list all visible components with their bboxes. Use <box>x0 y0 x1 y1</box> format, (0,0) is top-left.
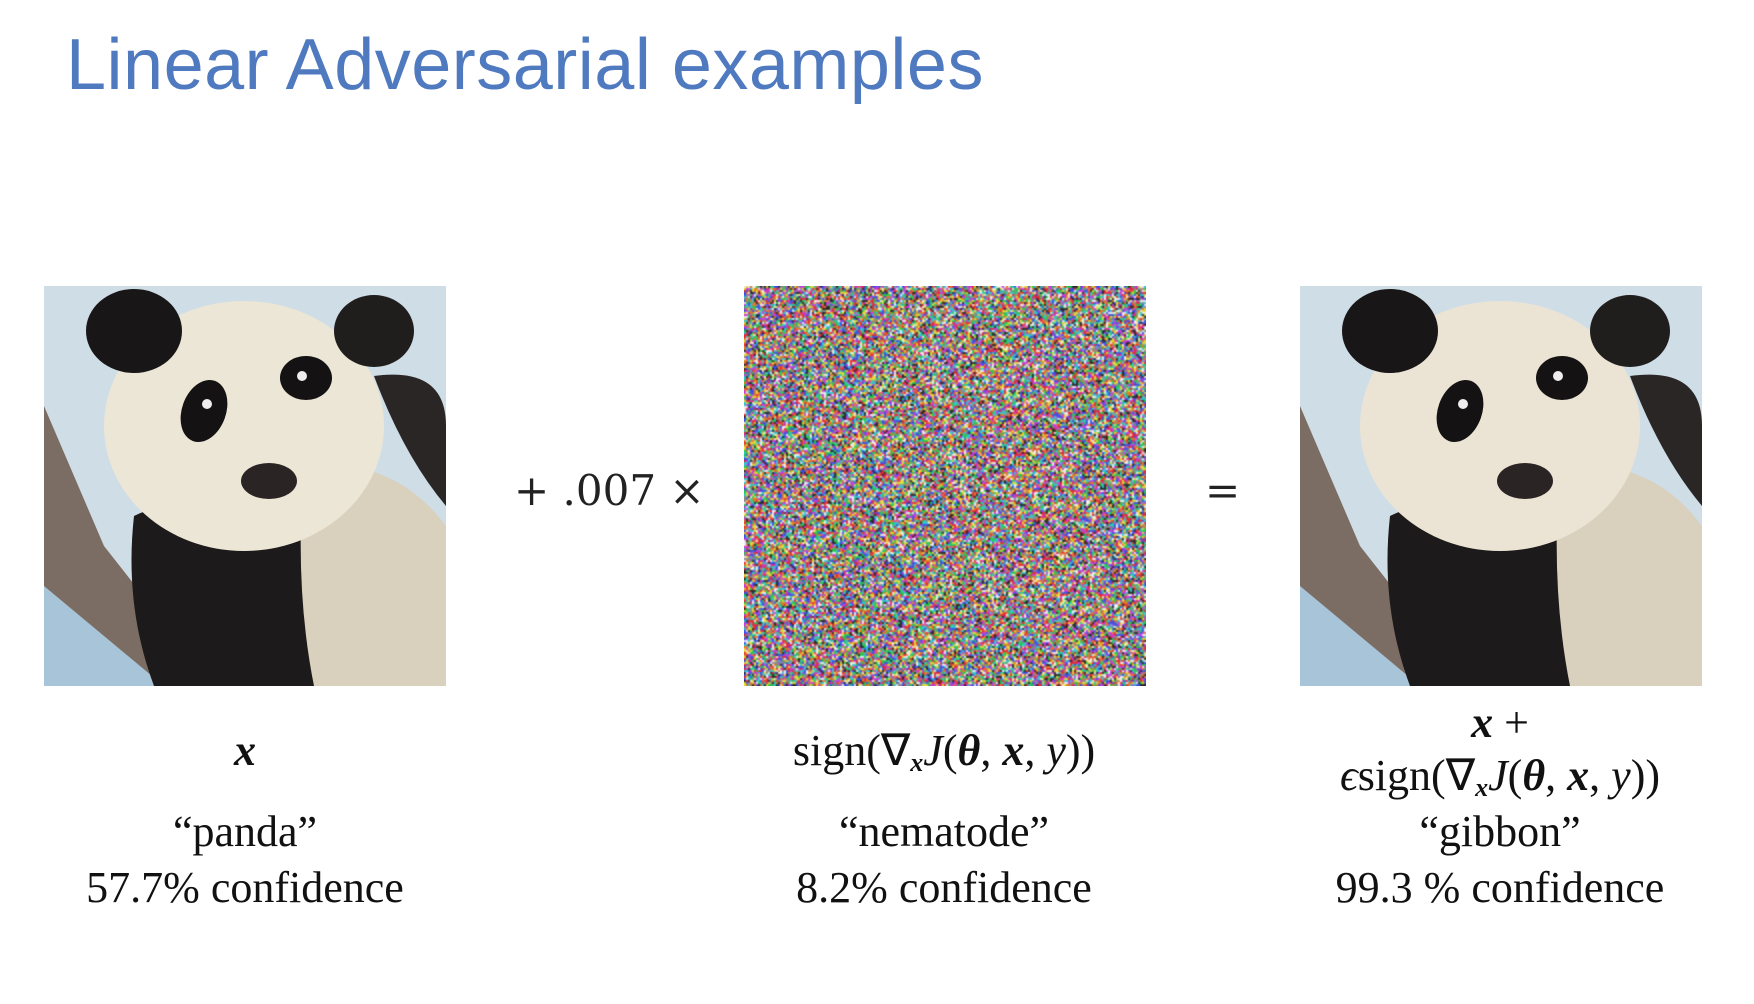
confidence-nematode: 8.2% confidence <box>796 863 1092 912</box>
class-label-nematode: “nematode” <box>838 807 1050 856</box>
class-label-gibbon: “gibbon” <box>1419 807 1581 856</box>
panda-image <box>44 286 446 686</box>
formula-line2: ϵsign(∇xJ(θ, x, y)) <box>1340 750 1660 803</box>
comma-2: , <box>1024 726 1047 775</box>
panda-photo-icon <box>1300 286 1702 686</box>
class-label-panda: “panda” <box>172 807 318 856</box>
plus-scale-operator: + .007 × <box>514 466 705 515</box>
paren-open: ( <box>1507 751 1523 800</box>
var-y: y <box>1046 726 1066 775</box>
perturbation-image <box>744 286 1146 686</box>
equals-operator: = <box>1205 466 1241 515</box>
adversarial-panda-image <box>1300 286 1702 686</box>
comma-1: , <box>1545 751 1568 800</box>
var-J: J <box>923 726 943 775</box>
formula-line1: x + <box>1471 697 1529 748</box>
panda-photo-icon <box>44 286 446 686</box>
var-J: J <box>1488 751 1508 800</box>
paren-close: )) <box>1630 751 1661 800</box>
confidence-panda: 57.7% confidence <box>86 863 404 912</box>
formula-sign-gradient: sign(∇xJ(θ, x, y)) <box>793 725 1095 778</box>
var-theta: θ <box>1522 751 1546 800</box>
plus-sign: + <box>1493 698 1529 747</box>
var-x: x <box>234 726 256 775</box>
var-theta: θ <box>957 726 981 775</box>
formula-x: x <box>234 725 256 776</box>
nabla-symbol: ∇ <box>1445 751 1476 800</box>
sign-text: sign( <box>1357 751 1446 800</box>
nabla-symbol: ∇ <box>880 726 911 775</box>
paren-open: ( <box>942 726 958 775</box>
sign-text: sign( <box>792 726 881 775</box>
slide-title: Linear Adversarial examples <box>66 25 984 105</box>
paren-close: )) <box>1065 726 1096 775</box>
var-epsilon: ϵ <box>1339 751 1358 800</box>
var-x: x <box>1567 751 1590 800</box>
nabla-subscript: x <box>910 748 924 777</box>
var-x: x <box>1471 698 1494 747</box>
confidence-gibbon: 99.3 % confidence <box>1335 863 1665 912</box>
noise-pattern-icon <box>744 286 1146 686</box>
var-x: x <box>1002 726 1025 775</box>
comma-2: , <box>1589 751 1612 800</box>
comma-1: , <box>980 726 1003 775</box>
var-y: y <box>1611 751 1631 800</box>
nabla-subscript: x <box>1475 773 1489 802</box>
